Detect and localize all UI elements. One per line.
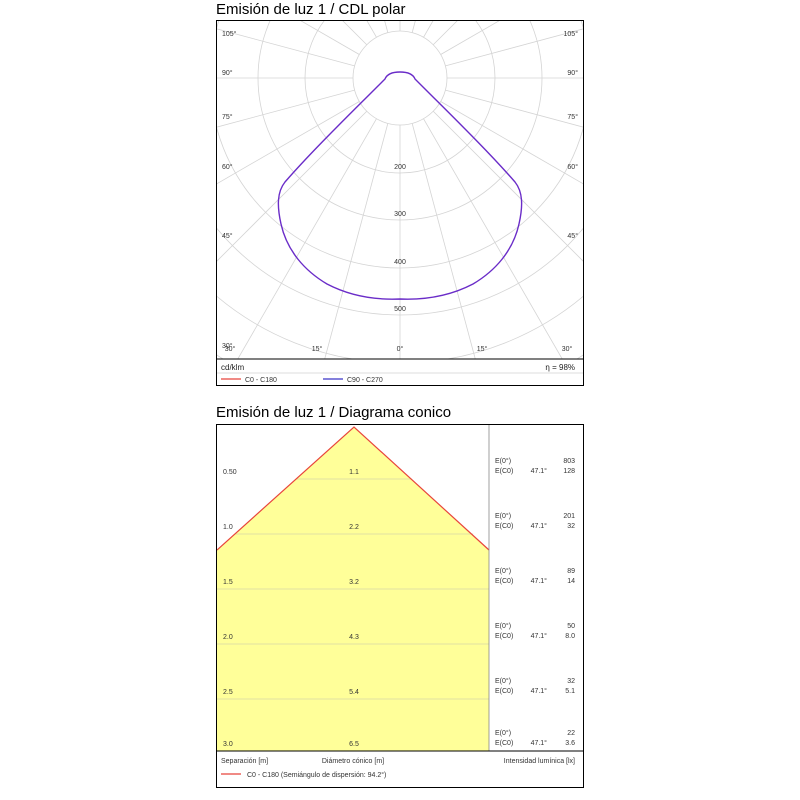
separation-value: 1.0: [223, 524, 233, 531]
polar-angle-label-left: 75°: [222, 113, 233, 121]
polar-grid-spoke: [217, 101, 360, 185]
diameter-value: 5.4: [349, 689, 359, 696]
ec0-value: 5.1: [565, 688, 575, 695]
polar-angle-label-left: 90°: [222, 69, 233, 77]
polar-angle-label-bottom: 15°: [312, 345, 323, 353]
polar-angle-label-left: 30°: [222, 342, 233, 350]
polar-angle-label-bottom: 30°: [562, 345, 573, 353]
polar-unit-label: cd/klm: [221, 363, 244, 372]
angle-value: 47.1°: [531, 522, 548, 530]
polar-angle-label-bottom: 15°: [477, 345, 488, 353]
e0-label: E(0°): [495, 457, 511, 465]
cone-diagram: 0.50 1.1 E(0°) 803 E(C0) 47.1° 128 1.0 2.2 E(0°) 2…: [217, 425, 583, 779]
polar-radial-label: 300: [394, 211, 406, 218]
polar-radial-label: 400: [394, 259, 406, 266]
e0-value: 50: [567, 623, 575, 630]
polar-grid-spoke: [432, 110, 583, 262]
ec0-label: E(C0): [495, 468, 513, 475]
e0-value: 89: [567, 568, 575, 575]
polar-title: Emisión de luz 1 / CDL polar: [216, 1, 406, 18]
polar-grid-circle: [352, 30, 448, 126]
polar-grid-spoke: [445, 28, 583, 67]
polar-angle-label-left: 60°: [222, 163, 233, 171]
e0-label: E(0°): [495, 622, 511, 630]
separation-value: 3.0: [223, 741, 233, 748]
intensity-axis-label: Intensidad lumínica [lx]: [504, 758, 575, 765]
separation-value: 2.5: [223, 689, 233, 696]
e0-value: 201: [563, 513, 575, 520]
ec0-label: E(C0): [495, 688, 513, 695]
polar-grid-spoke: [217, 110, 368, 262]
separation-value: 2.0: [223, 634, 233, 641]
angle-value: 47.1°: [531, 687, 548, 695]
separation-value: 0.50: [223, 469, 237, 476]
polar-grid-spoke: [342, 21, 368, 46]
ec0-value: 3.6: [565, 740, 575, 747]
polar-grid-spoke: [440, 21, 500, 55]
angle-value: 47.1°: [531, 467, 548, 475]
polar-grid-spoke: [432, 21, 458, 46]
e0-value: 32: [567, 678, 575, 685]
ec0-label: E(C0): [495, 578, 513, 585]
polar-grid-spoke: [217, 28, 355, 67]
polar-angle-label-bottom: 0°: [397, 345, 404, 353]
legend-c0-label: C0 - C180: [245, 377, 277, 384]
cone-panel: 0.50 1.1 E(0°) 803 E(C0) 47.1° 128 1.0 2.2 E(0°) 2…: [216, 424, 584, 788]
e0-label: E(0°): [495, 729, 511, 737]
legend-c90-label: C90 - C270: [347, 377, 383, 384]
polar-grid-spoke: [411, 123, 476, 359]
e0-label: E(0°): [495, 512, 511, 520]
polar-grid-spoke: [300, 21, 360, 55]
e0-label: E(0°): [495, 567, 511, 575]
diameter-value: 4.3: [349, 634, 359, 641]
polar-radial-label: 500: [394, 306, 406, 313]
polar-grid-spoke: [423, 118, 563, 359]
ec0-value: 14: [567, 578, 575, 585]
e0-label: E(0°): [495, 677, 511, 685]
polar-intensity-curve: [277, 71, 523, 300]
cone-title: Emisión de luz 1 / Diagrama conico: [216, 404, 452, 421]
polar-angle-label-right: 90°: [567, 69, 578, 77]
polar-grid-spoke: [217, 89, 355, 128]
ec0-label: E(C0): [495, 740, 513, 747]
polar-angle-label-right: 60°: [567, 163, 578, 171]
polar-panel: 105° 90° 75° 60° 45° 30° 105° 90° 75° 60° 45° 30° 15…: [216, 20, 584, 386]
diameter-value: 1.1: [349, 469, 359, 476]
ec0-value: 128: [563, 468, 575, 475]
polar-efficiency-label: η = 98%: [545, 363, 575, 372]
diameter-value: 6.5: [349, 741, 359, 748]
e0-value: 803: [563, 458, 575, 465]
separation-axis-label: Separación [m]: [221, 758, 268, 765]
polar-grid-spoke: [423, 21, 434, 38]
polar-angle-label-right: 45°: [567, 232, 578, 240]
polar-diagram: 105° 90° 75° 60° 45° 30° 105° 90° 75° 60° 45° 30° 15…: [217, 21, 583, 384]
diameter-axis-label: Diámetro cónico [m]: [322, 758, 384, 765]
polar-grid-spoke: [324, 123, 389, 359]
ec0-value: 32: [567, 523, 575, 530]
polar-grid-spoke: [445, 89, 583, 128]
ec0-value: 8.0: [565, 633, 575, 640]
ec0-label: E(C0): [495, 633, 513, 640]
polar-angle-label-right: 75°: [567, 113, 578, 121]
separation-value: 1.5: [223, 579, 233, 586]
ec0-label: E(C0): [495, 523, 513, 530]
polar-grid-spoke: [366, 21, 377, 38]
angle-value: 47.1°: [531, 632, 548, 640]
polar-angle-label-right: 105°: [564, 30, 579, 38]
cone-edge-line: [217, 426, 490, 551]
diameter-value: 3.2: [349, 579, 359, 586]
cone-legend-label: C0 - C180 (Semiángulo de dispersión: 94.…: [247, 771, 386, 779]
polar-grid-spoke: [440, 101, 583, 185]
polar-angle-label-left: 105°: [222, 30, 237, 38]
polar-grid-spoke: [237, 118, 377, 359]
e0-value: 22: [567, 730, 575, 737]
diameter-value: 2.2: [349, 524, 359, 531]
angle-value: 47.1°: [531, 577, 548, 585]
polar-angle-label-bottom: 30°: [225, 345, 236, 353]
polar-angle-label-left: 45°: [222, 232, 233, 240]
polar-radial-label: 200: [394, 164, 406, 171]
angle-value: 47.1°: [531, 739, 548, 747]
